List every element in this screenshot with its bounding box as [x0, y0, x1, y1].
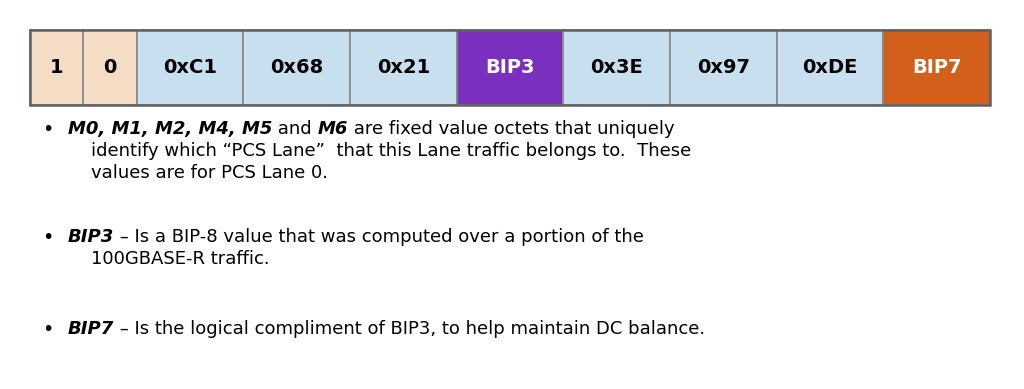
- Text: •: •: [42, 120, 53, 139]
- Text: •: •: [42, 320, 53, 339]
- Bar: [30, 30, 990, 105]
- Text: identify which “PCS Lane”  that this Lane traffic belongs to.  These: identify which “PCS Lane” that this Lane…: [68, 142, 691, 160]
- Text: •: •: [42, 228, 53, 247]
- Text: BIP7: BIP7: [912, 58, 962, 77]
- Text: are fixed value octets that uniquely: are fixed value octets that uniquely: [348, 120, 675, 138]
- Bar: [350, 30, 457, 105]
- Bar: [670, 30, 776, 105]
- Text: – Is the logical compliment of BIP3, to help maintain DC balance.: – Is the logical compliment of BIP3, to …: [115, 320, 706, 338]
- Text: values are for PCS Lane 0.: values are for PCS Lane 0.: [68, 164, 328, 182]
- Text: 0xC1: 0xC1: [163, 58, 217, 77]
- Text: 0x97: 0x97: [697, 58, 750, 77]
- Text: BIP3: BIP3: [68, 228, 115, 246]
- Bar: [457, 30, 563, 105]
- Bar: [83, 30, 136, 105]
- Text: and: and: [272, 120, 317, 138]
- Bar: [776, 30, 884, 105]
- Text: 0x21: 0x21: [377, 58, 430, 77]
- Text: M0, M1, M2, M4, M5: M0, M1, M2, M4, M5: [68, 120, 272, 138]
- Text: 100GBASE-R traffic.: 100GBASE-R traffic.: [68, 250, 269, 268]
- Text: 0: 0: [103, 58, 117, 77]
- Text: 0x68: 0x68: [270, 58, 324, 77]
- Text: BIP3: BIP3: [485, 58, 535, 77]
- Text: 0x3E: 0x3E: [590, 58, 643, 77]
- Bar: [136, 30, 244, 105]
- Text: 0xDE: 0xDE: [803, 58, 858, 77]
- Bar: [244, 30, 350, 105]
- Text: – Is a BIP-8 value that was computed over a portion of the: – Is a BIP-8 value that was computed ove…: [115, 228, 644, 246]
- Bar: [884, 30, 990, 105]
- Text: BIP7: BIP7: [68, 320, 115, 338]
- Text: 1: 1: [50, 58, 63, 77]
- Bar: [563, 30, 670, 105]
- Text: M6: M6: [317, 120, 348, 138]
- Bar: [30, 30, 83, 105]
